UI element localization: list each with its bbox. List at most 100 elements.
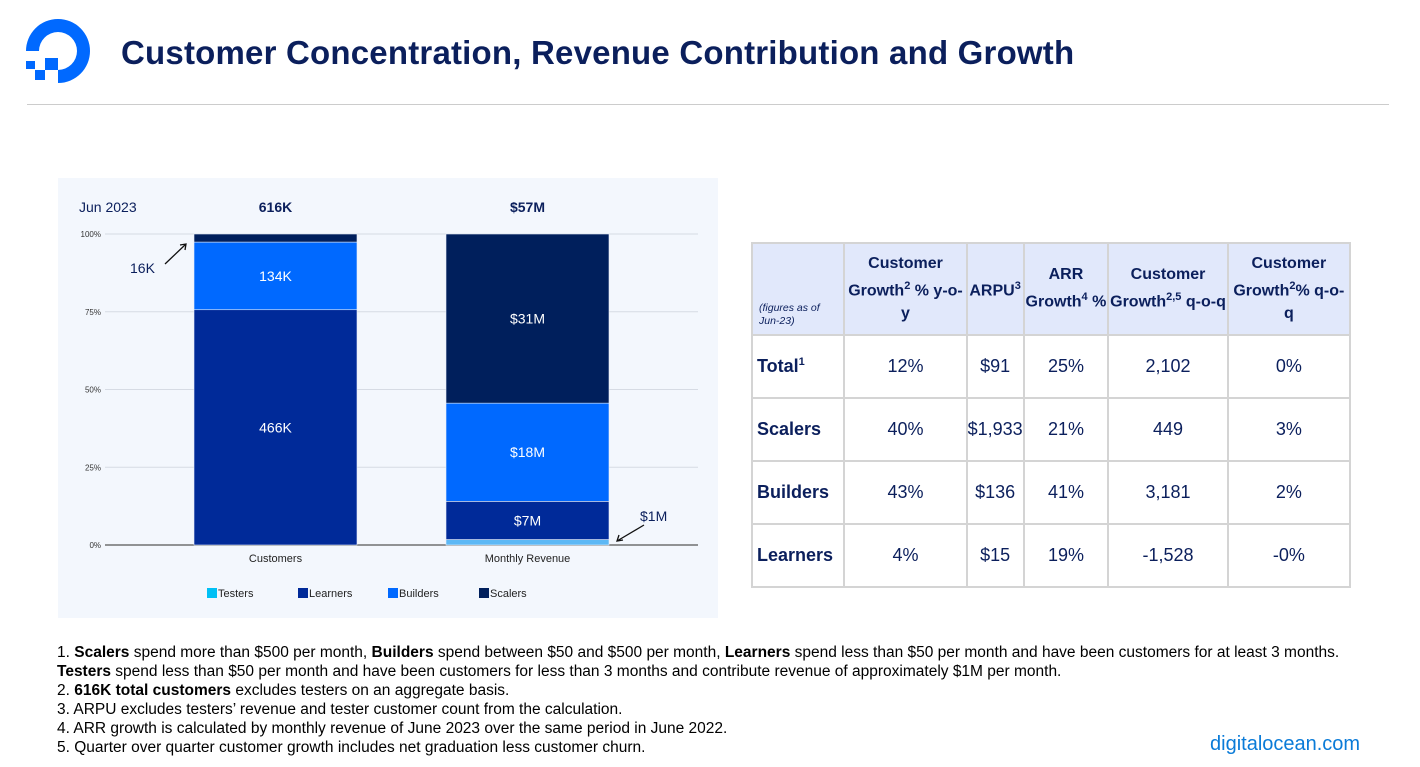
footnote-text: 1. [57,644,75,661]
column-header: Customer Growth2,5 q-o-q [1107,242,1229,336]
footnote-text: spend less than $50 per month and have b… [790,644,1340,661]
column-header: Customer Growth2% q-o-q [1226,242,1352,336]
table-row: Scalers 40% $1,933 21% 449 3% [750,397,1352,462]
table-cell: 43% [843,460,968,525]
table-row: Learners 4% $15 19% -1,528 -0% [750,523,1352,588]
footnote-text: Scalers [74,644,130,661]
table-cell: 4% [843,523,968,588]
data-label: $7M [514,512,541,528]
footnote-text: excludes testers on an aggregate basis. [231,682,510,699]
table-cell: 19% [1022,523,1110,588]
table-cell: 2% [1226,460,1352,525]
footnote-ref: 2 [904,280,911,293]
table-cell: $15 [965,523,1025,588]
data-label: 16K [130,260,156,276]
table-cell: 3% [1226,397,1352,462]
table-corner-note: (figures as of Jun-23) [750,242,846,336]
footnote-text: 2. [57,682,75,699]
y-tick-label: 75% [85,308,101,317]
footnote-text: 5. Quarter over quarter customer growth … [57,739,646,756]
legend-swatch-learners [298,588,308,598]
footnote: 2. 616K total customers excludes testers… [57,681,1347,700]
footnote: 1. Scalers spend more than $500 per mont… [57,643,1347,681]
chart-title: Jun 2023 [79,199,137,215]
footnote-ref: 4 [1081,291,1088,304]
data-label: 134K [259,268,292,284]
metrics-table: (figures as of Jun-23) Customer Growth2 %… [750,242,1352,588]
x-axis-label: Customers [249,553,303,565]
bar-total-label: 616K [259,199,292,215]
y-tick-label: 50% [85,386,101,395]
header-text: Customer Growth [848,255,943,300]
legend-swatch-builders [388,588,398,598]
header-text: Customer Growth [1233,255,1327,300]
header-text: % q-o-q [1283,282,1345,322]
header-text: ARPU [969,282,1015,300]
table-cell: 25% [1022,334,1110,399]
header-text: % [1087,293,1107,311]
table-cell: 3,181 [1107,460,1229,525]
table-cell: 0% [1226,334,1352,399]
column-header: ARPU3 [965,242,1025,336]
header-text: Customer Growth [1110,266,1206,311]
footnote-text: spend between $50 and $500 per month, [433,644,725,661]
table-cell: $1,933 [965,397,1025,462]
digitalocean-logo [26,19,90,83]
row-label: Scalers [757,419,822,439]
legend-label: Scalers [490,588,527,600]
data-label: 466K [259,419,292,435]
table-row: Builders 43% $136 41% 3,181 2% [750,460,1352,525]
legend-label: Learners [309,588,353,600]
footnote-text: Testers [57,663,111,680]
footnote-ref: 1 [798,356,805,368]
footnotes: 1. Scalers spend more than $500 per mont… [57,643,1347,757]
arrow-icon [164,243,187,265]
y-tick-label: 0% [89,541,101,550]
bar-segment-testers [445,539,610,546]
table-cell: 12% [843,334,968,399]
footnote-ref: 3 [1014,280,1021,293]
table-cell: 449 [1107,397,1229,462]
bar-segment-scalers [193,233,358,243]
bar-segment-builders [193,241,358,311]
row-header: Learners [750,523,846,588]
footnote-ref: 2 [1289,280,1296,293]
data-label: $1M [640,508,667,524]
website-link[interactable]: digitalocean.com [1210,733,1361,755]
table-cell: 41% [1022,460,1110,525]
bar-total-label: $57M [510,199,545,215]
arrow-icon [616,524,645,542]
footnote: 3. ARPU excludes testers’ revenue and te… [57,700,1347,719]
table-row: Total1 12% $91 25% 2,102 0% [750,334,1352,399]
legend-label: Testers [218,588,254,600]
divider [27,104,1389,105]
data-label: $31M [510,311,545,327]
y-tick-label: 25% [85,463,101,472]
header-text: q-o-q [1181,293,1226,311]
column-header: ARR Growth4 % [1022,242,1110,336]
footnote-text: 4. ARR growth is calculated by monthly r… [57,720,728,737]
table-cell: -0% [1226,523,1352,588]
row-label: Learners [757,545,834,565]
legend-label: Builders [399,588,439,600]
bar-segment-scalers [445,233,610,404]
data-label: $18M [510,444,545,460]
legend-swatch-testers [207,588,217,598]
row-header: Total1 [750,334,846,399]
row-label: Builders [757,482,830,502]
footnote-text: spend more than $500 per month, [129,644,372,661]
header-text: % y-o-y [901,282,963,322]
x-axis-label: Monthly Revenue [485,553,571,565]
footnote-text: Learners [724,644,791,661]
footnote-text: spend less than $50 per month and have b… [111,663,1062,680]
table-cell: -1,528 [1107,523,1229,588]
footnote-text: 3. ARPU excludes testers’ revenue and te… [57,701,623,718]
header-text: ARR Growth [1025,266,1084,311]
table-cell: 2,102 [1107,334,1229,399]
footnote-text: Builders [371,644,434,661]
chart-svg: Jun 2023 0% 25% 50% 75% 100% 616K 466K 134K 16K Cu… [79,199,698,600]
column-header: Customer Growth2 % y-o-y [843,242,968,336]
table-cell: $91 [965,334,1025,399]
table-cell: $136 [965,460,1025,525]
table-cell: 40% [843,397,968,462]
